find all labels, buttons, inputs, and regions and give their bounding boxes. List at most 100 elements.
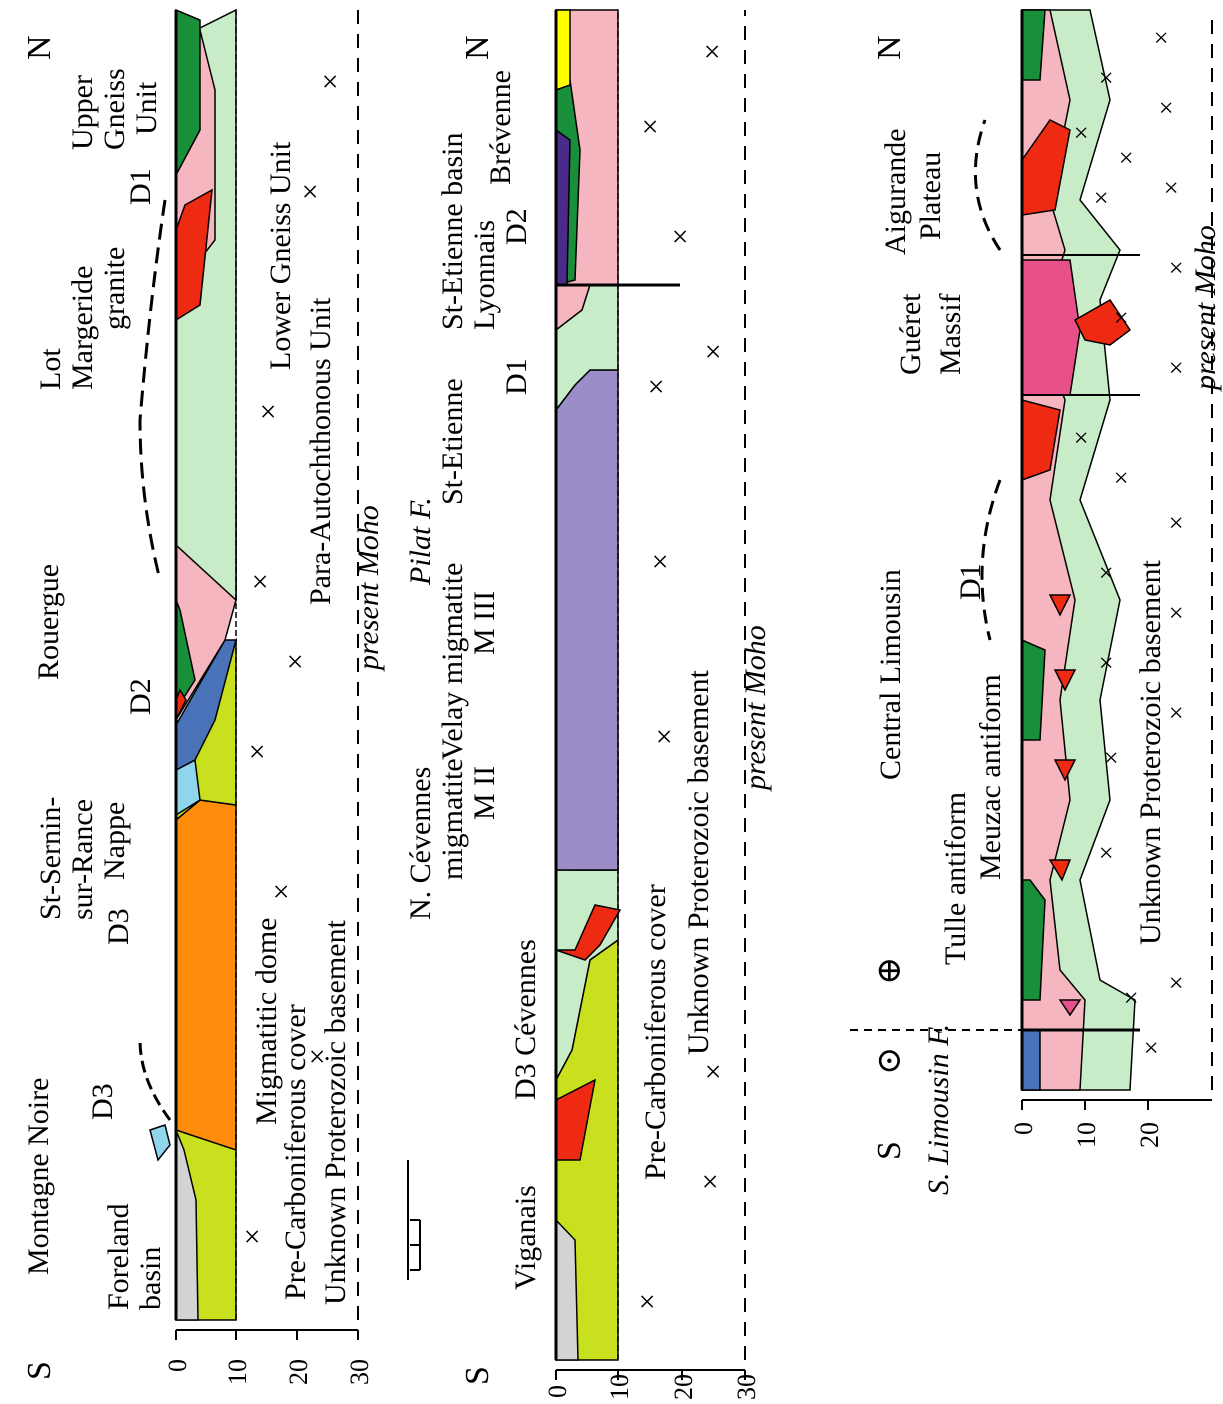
s3-dome-3 <box>1053 669 1077 692</box>
s1-upper-gneiss-label-1: Upper <box>66 75 99 150</box>
s3-basement-cross: × <box>1107 470 1136 485</box>
s3-depth-label-0: 0 <box>1009 1122 1038 1135</box>
section-2-viganais-to-brevenne: × × × × × × × × × × S N 0 10 20 30 Vigan… <box>404 9 772 1400</box>
s1-d2-label: D2 <box>124 678 157 715</box>
s3-d1-label: D1 <box>954 563 987 600</box>
s2-brevenne-label: Brévenne <box>484 70 517 185</box>
s2-lyonnais-label: Lyonnais <box>468 220 501 330</box>
s3-gueret-granite <box>1074 299 1132 346</box>
s1-light-blue-klippe <box>149 1124 171 1162</box>
s1-st-sernin-label-3: Nappe <box>98 802 131 880</box>
s2-n-cevennes-label-1: N. Cévennes <box>404 767 437 920</box>
s1-margeride-label-1: Margeride <box>66 266 99 390</box>
s3-basement-cross: × <box>1157 180 1186 195</box>
s3-cross-symbol: ⊕ <box>871 957 908 986</box>
s2-depth-label-10: 10 <box>605 1374 634 1400</box>
s3-basement-label: Unknown Proterozoic basement <box>1134 559 1167 945</box>
s1-basement-cross: × <box>279 653 312 670</box>
s3-basement-cross: × <box>1117 990 1146 1005</box>
s3-gueret-label-2: Massif <box>934 293 967 375</box>
s2-brevenne-purple <box>555 128 571 286</box>
s2-n-cevennes-label-2: migmatite <box>436 758 469 880</box>
s3-gueret-massif <box>1021 259 1081 396</box>
s1-basement-label: Unknown Proterozoic basement <box>319 919 352 1305</box>
s1-montagne-noire-label: Montagne Noire <box>22 1078 55 1275</box>
s3-basement-cross: × <box>1092 565 1121 580</box>
section-1-montagne-noire-to-lot: × × × × × × × × × S N 0 10 20 30 Forelan… <box>21 8 385 1385</box>
s3-basement-cross: × <box>1067 125 1096 140</box>
s1-basement-cross: × <box>265 883 298 900</box>
s3-dome-4 <box>1048 594 1072 617</box>
s2-basement-cross: × <box>697 1063 730 1080</box>
s3-compass-s: S <box>871 1141 908 1160</box>
s3-s-limousin-label: S. Limousin F. <box>922 1024 955 1195</box>
s2-st-etienne-label-b: St-Etienne basin <box>436 133 469 330</box>
s2-basement-label: Unknown Proterozoic basement <box>682 669 715 1055</box>
s3-basement-cross: × <box>1092 70 1121 85</box>
s2-velay-migmatite <box>555 369 619 871</box>
section-3-s-limousin-to-aigurande: × × × × × × × × × × × × × × × × × × × × … <box>850 9 1222 1195</box>
s1-d1-arrow <box>138 199 167 581</box>
s3-basement-cross: × <box>1137 1040 1166 1055</box>
s2-pre-carb-label: Pre-Carboniferous cover <box>639 884 672 1180</box>
s1-depth-label-0: 0 <box>163 1359 192 1372</box>
s1-st-sernin-label-2: sur-Rance <box>66 799 99 920</box>
s2-basement-cross: × <box>697 343 730 360</box>
s2-basement-cross: × <box>696 43 729 60</box>
s3-tulle-pink <box>1058 999 1082 1017</box>
s3-aigurande-label-1: Aigurande <box>879 128 912 255</box>
s2-depth-label-20: 20 <box>669 1374 698 1400</box>
s2-basement-cross: × <box>664 228 697 245</box>
s3-basement-cross: × <box>1092 845 1121 860</box>
s2-st-etienne-label-a: St-Etienne <box>436 378 469 505</box>
s1-d3-label-a: D3 <box>86 1083 119 1120</box>
s3-gueret-label-1: Guéret <box>894 293 927 375</box>
s3-basement-cross: × <box>1162 360 1191 375</box>
s3-basement-cross: × <box>1162 515 1191 530</box>
s1-basement-cross: × <box>236 1228 269 1245</box>
s2-d2-label: D2 <box>500 208 533 245</box>
s1-foreland-label-2: basin <box>134 1247 167 1310</box>
s2-yellow <box>555 9 571 92</box>
s1-depth-label-20: 20 <box>284 1359 313 1385</box>
s2-basement-cross: × <box>648 728 681 745</box>
s3-basement-cross: × <box>1162 605 1191 620</box>
s1-basement-cross: × <box>294 183 327 200</box>
s1-d1-label: D1 <box>124 168 157 205</box>
s1-para-autochthonous-label: Para-Autochthonous Unit <box>304 297 337 605</box>
s2-moho-label: present Moho <box>739 625 772 792</box>
s3-basement-cross: × <box>1112 150 1141 165</box>
s1-depth-label-30: 30 <box>345 1359 374 1385</box>
s1-margeride-label-2: granite <box>98 247 131 330</box>
s3-basement-cross: × <box>1067 430 1096 445</box>
s3-basement-cross: × <box>1087 190 1116 205</box>
s2-n-cevennes-label-3: M II <box>468 766 501 820</box>
s1-depth-label-10: 10 <box>223 1359 252 1385</box>
s2-foreland <box>555 1218 579 1361</box>
s1-compass-s: S <box>21 1361 58 1380</box>
s1-lot-label: Lot <box>34 348 67 390</box>
s2-viganais-label: Viganais <box>509 1185 542 1290</box>
s2-d1-label: D1 <box>500 358 533 395</box>
s3-compass-n: N <box>871 35 908 60</box>
s1-moho-label: present Moho <box>352 505 385 672</box>
s3-dome-2 <box>1053 759 1077 782</box>
s2-velay-label-1: Velay migmatite <box>436 563 469 760</box>
s1-d3-label-b: D3 <box>102 908 135 945</box>
s3-basement-cross: × <box>1107 310 1136 325</box>
s2-cevennes-granite <box>555 904 622 961</box>
s2-depth-label-30: 30 <box>732 1374 761 1400</box>
s1-pre-carb-label: Pre-Carboniferous cover <box>279 1004 312 1300</box>
s3-tulle-label: Tulle antiform <box>939 792 972 965</box>
s1-migmatitic-dome <box>175 799 237 1152</box>
s1-upper-gneiss-label-3: Unit <box>130 81 163 135</box>
s3-aigurande-label-2: Plateau <box>914 152 947 240</box>
s3-basement-cross: × <box>1162 260 1191 275</box>
s3-green-layer-2 <box>1021 638 1046 741</box>
s1-rouergue-label: Rouergue <box>32 564 65 680</box>
s3-dome-1 <box>1048 859 1072 882</box>
s2-basement-cross: × <box>694 1173 727 1190</box>
s2-basement-cross: × <box>640 378 673 395</box>
s3-dot-symbol: ⊙ <box>871 1047 908 1076</box>
